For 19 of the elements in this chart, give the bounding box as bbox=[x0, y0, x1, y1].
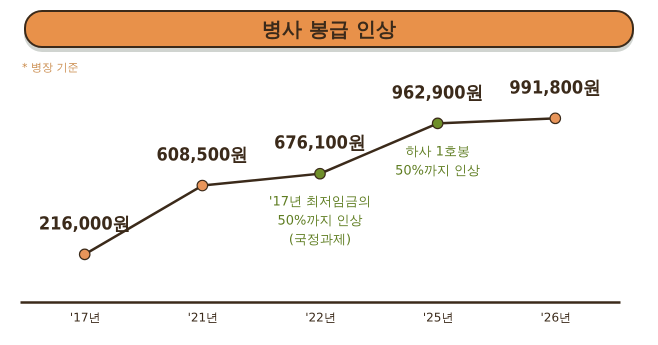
data-label: 676,100원 bbox=[274, 132, 366, 154]
point bbox=[196, 180, 208, 192]
annotation: '17년 최저임금의 50%까지 인상 (국정과제) bbox=[268, 194, 372, 248]
data-label: 991,800원 bbox=[509, 77, 602, 98]
x-tick-label: '26년 bbox=[540, 310, 572, 324]
x-tick-label: '25년 bbox=[422, 310, 454, 324]
point bbox=[549, 112, 562, 124]
annotation: 하사 1호봉 50%까지 인상 bbox=[395, 144, 480, 178]
point bbox=[432, 118, 444, 130]
data-label: 608,500원 bbox=[156, 144, 248, 166]
x-tick-label: '21년 bbox=[188, 310, 218, 324]
x-tick-label: '22년 bbox=[305, 310, 336, 324]
point bbox=[314, 168, 326, 180]
data-label: 216,000원 bbox=[38, 213, 131, 234]
x-tick-label: '17년 bbox=[70, 310, 100, 324]
chart-title: 병사 봉급 인상 bbox=[24, 10, 634, 48]
chart-subtitle: * 병장 기준 bbox=[22, 60, 80, 74]
point bbox=[78, 248, 91, 260]
data-label: 962,900원 bbox=[392, 82, 484, 104]
